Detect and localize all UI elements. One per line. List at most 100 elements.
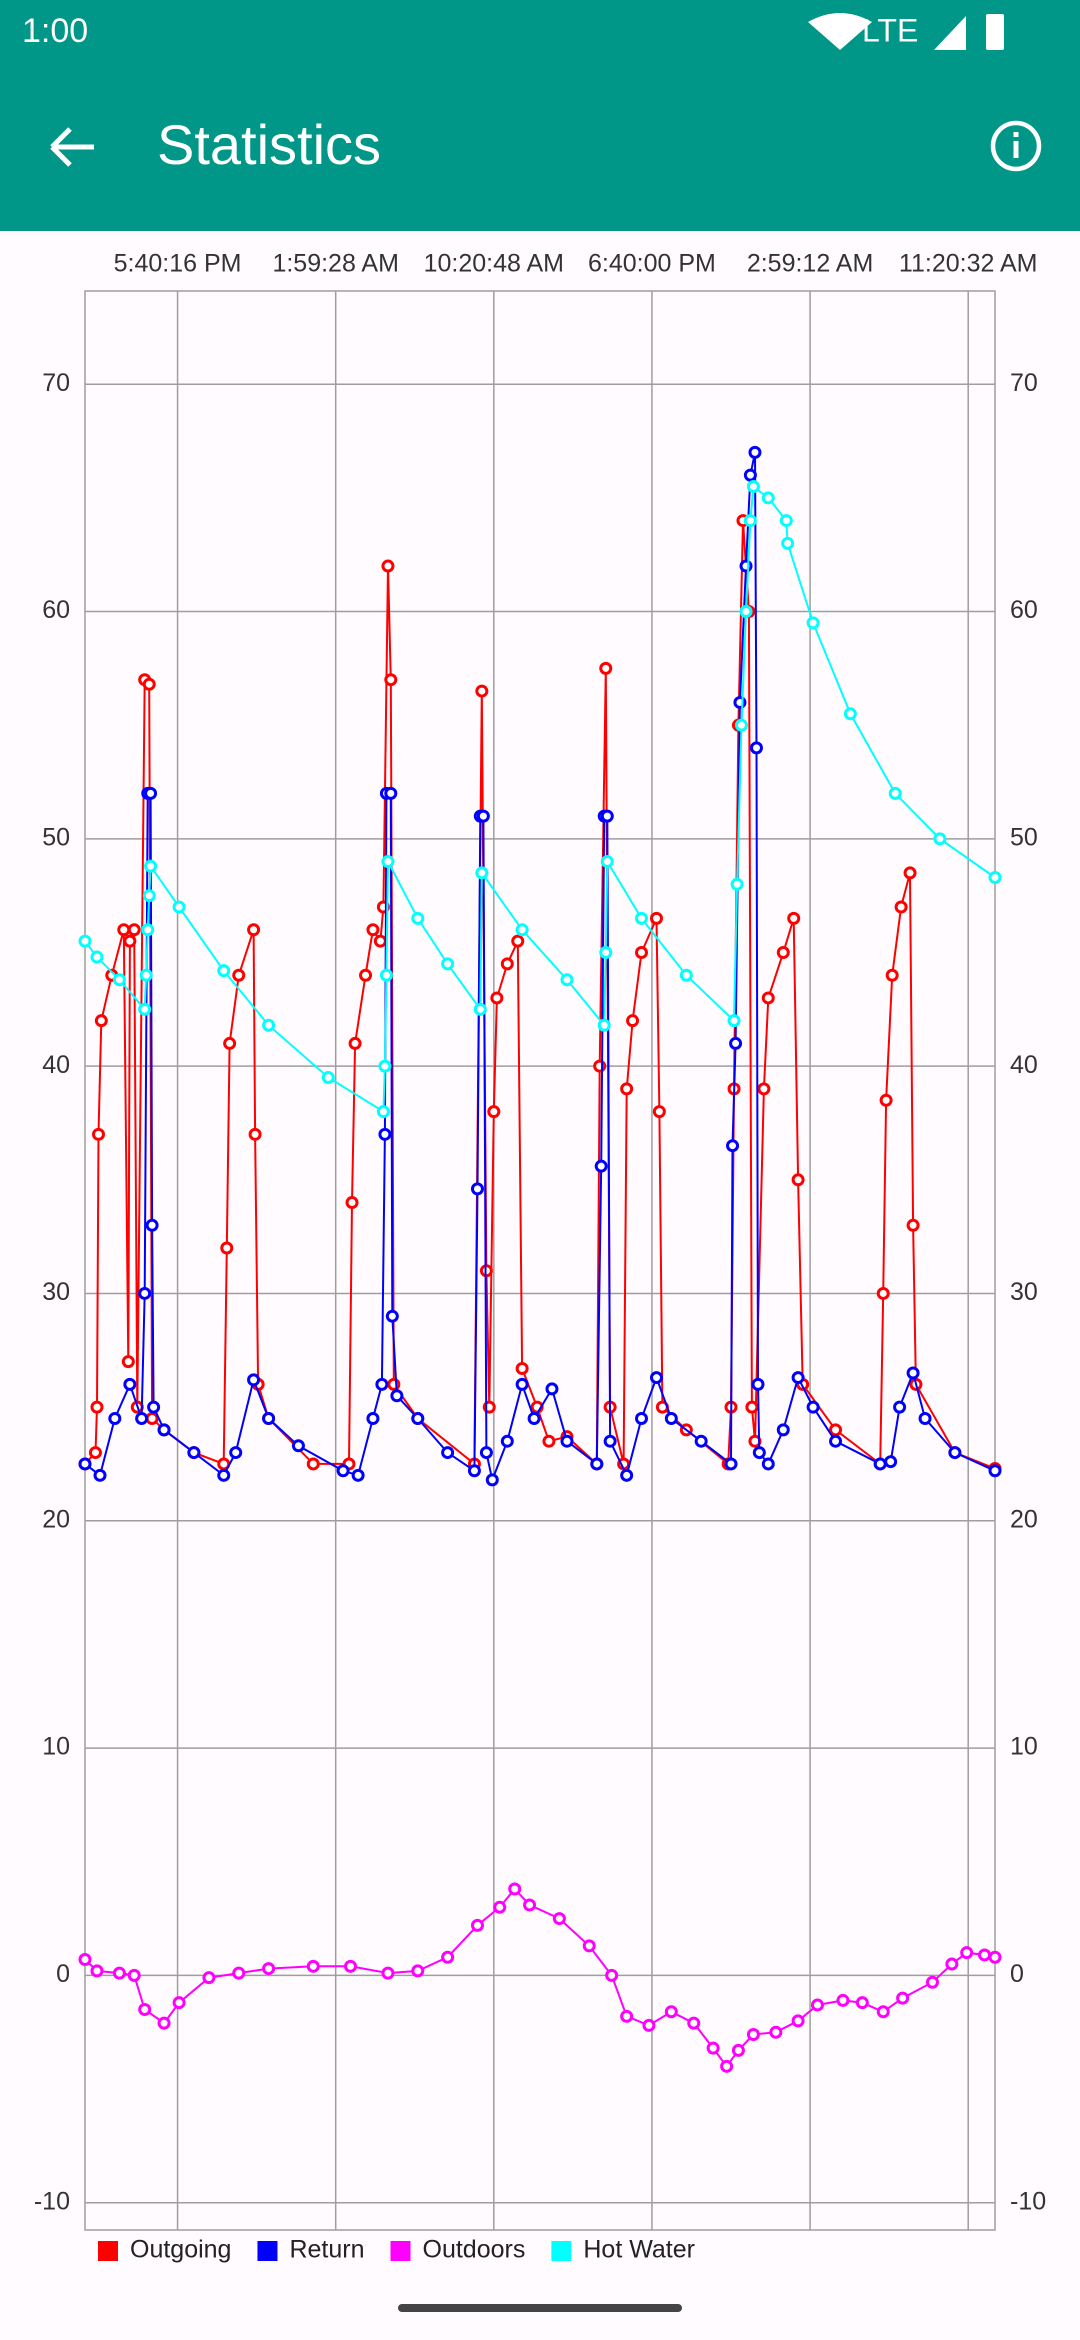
y-tick-label: 70 [42,369,70,397]
legend-swatch [257,2241,278,2261]
data-point [262,1018,276,1032]
y2-tick-label: 70 [1010,369,1038,397]
data-point [187,1446,201,1460]
data-point [232,968,246,982]
data-point [706,2041,720,2055]
data-point [620,1082,634,1096]
data-point [157,2016,171,2030]
data-point [948,1446,962,1460]
data-point [593,1059,607,1073]
data-point [511,934,525,948]
data-point [441,1446,455,1460]
data-point [291,1439,305,1453]
series-line [84,1887,996,2068]
x-tick-label: 1:59:28 AM [272,250,398,278]
data-point [545,1382,559,1396]
y2-tick-label: 30 [1010,1278,1038,1306]
data-point [490,991,504,1005]
data-point [749,741,763,755]
data-point [500,1434,514,1448]
data-point [791,2014,805,2028]
data-point [791,1173,805,1187]
data-point [117,923,131,937]
data-point [729,1036,743,1050]
data-point [381,855,395,869]
data-point [634,1411,648,1425]
data-point [108,1411,122,1425]
data-point [381,1966,395,1980]
data-point [379,968,393,982]
data-point [603,1434,617,1448]
data-point [523,1898,537,1912]
y-tick-label: 0 [56,1960,70,1988]
data-point [945,1957,959,1971]
data-point [378,1059,392,1073]
data-point [139,968,153,982]
data-point [476,809,490,823]
data-point [475,684,489,698]
data-point [88,1446,102,1460]
info-icon-stem[interactable] [1013,141,1019,158]
data-point [781,536,795,550]
data-point [411,1411,425,1425]
data-point [620,2009,634,2023]
data-point [321,1071,335,1085]
data-point [761,991,775,1005]
y-tick-label: 60 [42,596,70,624]
data-point [903,866,917,880]
data-point [599,661,613,675]
legend-label: Return [289,2236,364,2264]
data-point [769,2025,783,2039]
data-point [925,1975,939,1989]
data-point [147,1400,161,1414]
data-point [776,945,790,959]
data-point [344,1959,358,1973]
data-point [743,514,757,528]
app-bar-bg [0,0,1080,231]
data-point [634,945,648,959]
data-point [390,1389,404,1403]
data-point [761,491,775,505]
network-type: LTE [862,12,918,48]
data-point [734,718,748,732]
data-point [359,968,373,982]
data-point [500,957,514,971]
data-point [217,964,231,978]
data-point [746,2028,760,2042]
data-point [376,1105,390,1119]
data-point [600,809,614,823]
data-point [411,1964,425,1978]
data-point [172,1996,186,2010]
data-point [135,1411,149,1425]
data-point [142,889,156,903]
data-point [93,1468,107,1482]
data-point [90,950,104,964]
data-point [487,1105,501,1119]
info-button[interactable] [990,120,1042,172]
data-point [411,911,425,925]
data-point [121,1355,135,1369]
y2-tick-label: 10 [1010,1733,1038,1761]
data-point [779,514,793,528]
back-button[interactable] [50,127,94,167]
info-icon-dot[interactable] [1013,132,1019,137]
data-point [884,1455,898,1469]
data-point [746,479,760,493]
data-point [145,1411,159,1425]
data-point [144,859,158,873]
info-icon[interactable] [990,120,1042,172]
app-bar-title: Statistics [157,113,381,176]
data-point [906,1366,920,1380]
data-point [664,2005,678,2019]
data-point [366,923,380,937]
data-point [470,1918,484,1932]
data-point [806,1400,820,1414]
data-point [739,559,753,573]
data-point [960,1946,974,1960]
data-point [112,973,126,987]
data-point [855,1996,869,2010]
y-tick-label: 50 [42,823,70,851]
y2-tick-label: 0 [1010,1960,1024,1988]
data-point [829,1423,843,1437]
data-point [223,1036,237,1050]
